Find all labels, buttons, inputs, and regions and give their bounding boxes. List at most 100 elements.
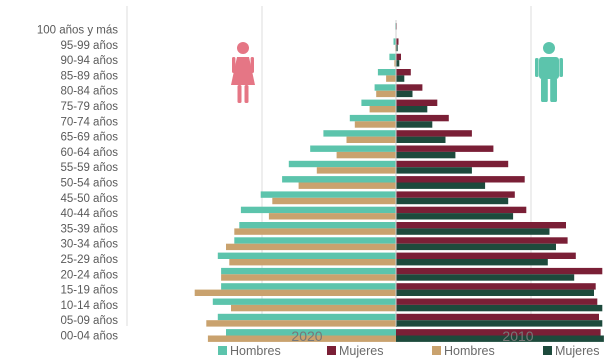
- bar-hombres-2020-1: [393, 38, 396, 45]
- y-tick-label: 05-09 años: [60, 315, 118, 327]
- y-tick-label: 45-50 años: [60, 193, 118, 205]
- bar-mujeres-2020-13: [396, 222, 566, 229]
- bar-mujeres-2010-16: [396, 274, 575, 281]
- bar-hombres-2020-20: [226, 329, 396, 336]
- bar-hombres-2020-6: [349, 114, 396, 122]
- bar-mujeres-2020-17: [396, 283, 596, 290]
- bar-hombres-2010-9: [316, 167, 396, 174]
- bar-hombres-2020-8: [310, 145, 396, 152]
- y-tick-label: 55-59 años: [60, 162, 118, 174]
- bar-hombres-2010-11: [272, 197, 397, 205]
- y-tick-label: 10-14 años: [60, 300, 118, 312]
- bar-mujeres-2020-6: [396, 114, 449, 122]
- bar-mujeres-2020-20: [396, 329, 601, 336]
- bar-mujeres-2020-5: [396, 99, 438, 106]
- bar-hombres-2010-16: [221, 274, 396, 281]
- legend-label-1: Mujeres: [339, 344, 383, 358]
- bar-hombres-2020-5: [361, 99, 396, 106]
- bar-hombres-2020-13: [239, 222, 397, 229]
- bar-hombres-2010-18: [231, 304, 396, 312]
- bar-mujeres-2020-15: [396, 252, 576, 259]
- y-tick-label: 00-04 años: [60, 331, 118, 343]
- y-tick-label: 15-19 años: [60, 285, 118, 297]
- y-tick-label: 50-54 años: [60, 178, 118, 190]
- bar-hombres-2020-4: [374, 84, 396, 91]
- y-tick-label: 90-94 años: [60, 55, 118, 67]
- bar-hombres-2010-10: [298, 182, 396, 189]
- y-tick-label: 65-69 años: [60, 132, 118, 144]
- bar-mujeres-2010-5: [396, 106, 428, 113]
- bar-mujeres-2020-1: [396, 38, 399, 45]
- y-tick-label: 80-84 años: [60, 86, 118, 98]
- bar-hombres-2020-17: [221, 283, 396, 290]
- bar-mujeres-2020-19: [396, 313, 599, 321]
- legend-label-2: Hombres: [444, 344, 495, 358]
- legend-swatch-0: [218, 346, 227, 355]
- male-figure-icon: [535, 42, 563, 102]
- bar-hombres-2010-13: [234, 228, 396, 235]
- bar-mujeres-2010-4: [396, 90, 413, 98]
- bar-hombres-2010-12: [268, 213, 396, 220]
- bar-hombres-2010-4: [376, 90, 396, 98]
- legend-swatch-3: [543, 346, 552, 355]
- bar-mujeres-2020-8: [396, 145, 494, 152]
- bar-hombres-2010-14: [226, 243, 396, 251]
- bar-hombres-2020-19: [217, 313, 396, 321]
- bar-hombres-2010-7: [346, 136, 396, 143]
- y-tick-label: 85-89 años: [60, 70, 118, 82]
- bar-mujeres-2010-13: [396, 228, 550, 235]
- legend-label-3: Mujeres: [555, 344, 599, 358]
- y-tick-label: 30-34 años: [60, 239, 118, 251]
- bar-mujeres-2010-18: [396, 304, 603, 312]
- bar-hombres-2020-10: [282, 176, 396, 183]
- bar-mujeres-2010-17: [396, 289, 594, 296]
- bar-hombres-2020-7: [323, 130, 396, 137]
- bar-hombres-2010-15: [229, 259, 396, 266]
- legend-swatch-1: [327, 346, 336, 355]
- bar-mujeres-2010-9: [396, 167, 472, 174]
- y-tick-label: 25-29 años: [60, 254, 118, 266]
- bar-mujeres-2010-8: [396, 151, 456, 159]
- bar-mujeres-2010-3: [396, 75, 405, 82]
- female-figure-icon: [231, 42, 255, 103]
- bar-hombres-2020-14: [234, 237, 396, 244]
- y-tick-label: 95-99 años: [60, 40, 118, 52]
- y-tick-label: 70-74 años: [60, 116, 118, 128]
- bar-mujeres-2020-14: [396, 237, 568, 244]
- bar-mujeres-2020-3: [396, 69, 411, 76]
- y-tick-label: 75-79 años: [60, 101, 118, 113]
- bar-hombres-2020-18: [212, 298, 396, 305]
- bar-mujeres-2010-19: [396, 320, 603, 327]
- y-tick-label: 60-64 años: [60, 147, 118, 159]
- bar-hombres-2020-9: [288, 160, 397, 168]
- bar-hombres-2020-11: [260, 191, 396, 198]
- bar-mujeres-2010-10: [396, 182, 486, 189]
- year-label-2020: 2020: [291, 328, 322, 344]
- legend: Hombres Mujeres Hombres Mujeres: [218, 344, 599, 358]
- bar-mujeres-2010-6: [396, 121, 433, 128]
- bar-mujeres-2020-7: [396, 130, 472, 137]
- bar-mujeres-2020-10: [396, 176, 525, 183]
- bar-mujeres-2020-16: [396, 267, 603, 275]
- bar-hombres-2020-15: [217, 252, 396, 259]
- bar-hombres-2020-3: [377, 69, 397, 76]
- bar-hombres-2020-16: [221, 267, 396, 275]
- bar-hombres-2010-17: [194, 289, 396, 296]
- year-label-2010: 2010: [502, 328, 533, 344]
- bar-hombres-2010-20: [207, 335, 396, 342]
- bar-hombres-2010-6: [354, 121, 397, 128]
- bar-mujeres-2020-2: [396, 53, 401, 61]
- bar-mujeres-2010-2: [396, 60, 400, 67]
- bar-mujeres-2010-7: [396, 136, 446, 143]
- bar-mujeres-2010-20: [396, 335, 604, 342]
- bar-mujeres-2020-18: [396, 298, 598, 305]
- y-tick-labels: 100 años y más 95-99 años 90-94 años 85-89 …: [37, 25, 118, 343]
- bar-hombres-2010-2: [394, 60, 397, 67]
- bar-hombres-2010-8: [336, 151, 396, 159]
- bar-hombres-2020-2: [389, 53, 396, 61]
- bar-mujeres-2020-9: [396, 160, 509, 168]
- bar-mujeres-2020-4: [396, 84, 423, 91]
- bar-hombres-2010-3: [386, 75, 396, 82]
- bar-mujeres-2010-12: [396, 213, 514, 220]
